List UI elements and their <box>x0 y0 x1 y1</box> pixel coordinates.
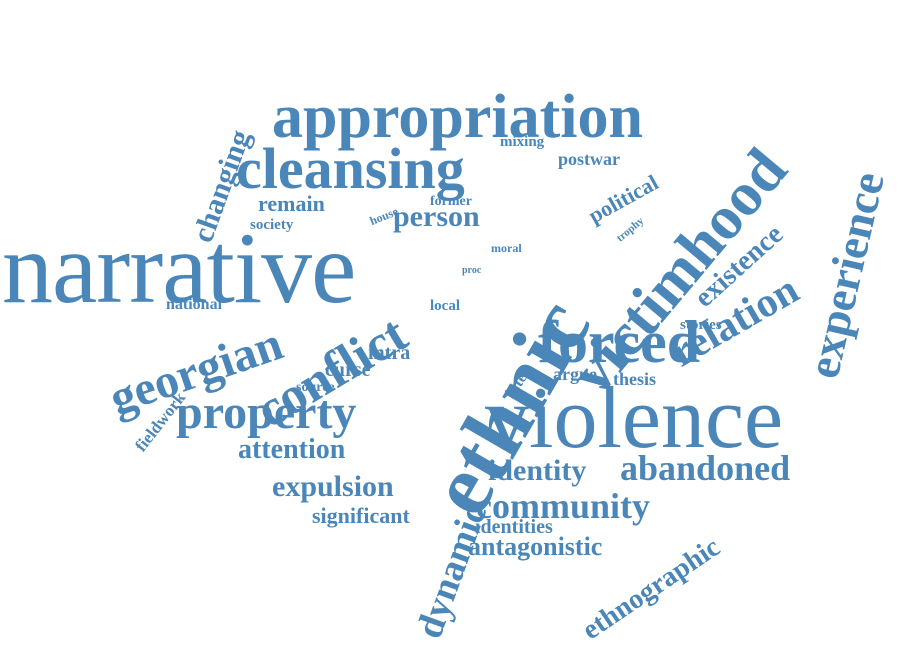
word-cleansing: cleansing <box>236 136 465 201</box>
word-local: local <box>430 298 460 314</box>
word-forced: forced <box>538 309 701 375</box>
word-significant: significant <box>312 503 410 528</box>
word-expulsion: expulsion <box>272 470 394 503</box>
word-attention: attention <box>238 434 346 465</box>
word-thesis: thesis <box>613 369 657 389</box>
word-community: community <box>476 486 650 526</box>
word-property: property <box>176 386 357 439</box>
word-person: person <box>393 200 480 233</box>
word-moral: moral <box>491 241 522 255</box>
word-antagonistic: antagonistic <box>468 532 603 561</box>
word-mixing: mixing <box>500 134 545 150</box>
word-curse: curse <box>325 359 371 381</box>
word-stories: stories <box>680 317 722 333</box>
word-national: national <box>166 296 223 313</box>
word-source: source <box>296 380 335 395</box>
word-experience: experience <box>797 167 894 383</box>
word-narrative: narrative <box>2 212 356 325</box>
word-society: society <box>250 217 294 233</box>
word-violence: violence <box>485 370 784 467</box>
word-identities: identities <box>475 516 553 538</box>
word-proc: proc <box>462 265 482 276</box>
word-former: former <box>430 194 472 209</box>
word-identity: identity <box>488 454 587 487</box>
word-appropriation: appropriation <box>272 83 643 151</box>
word-abandoned: abandoned <box>620 448 791 488</box>
word-political: political <box>584 169 663 229</box>
word-trophy: trophy <box>614 214 647 245</box>
word-postwar: postwar <box>558 149 620 169</box>
word-intra: intra <box>368 342 411 364</box>
word-remain: remain <box>258 191 325 216</box>
word-argue: argue <box>553 364 597 384</box>
